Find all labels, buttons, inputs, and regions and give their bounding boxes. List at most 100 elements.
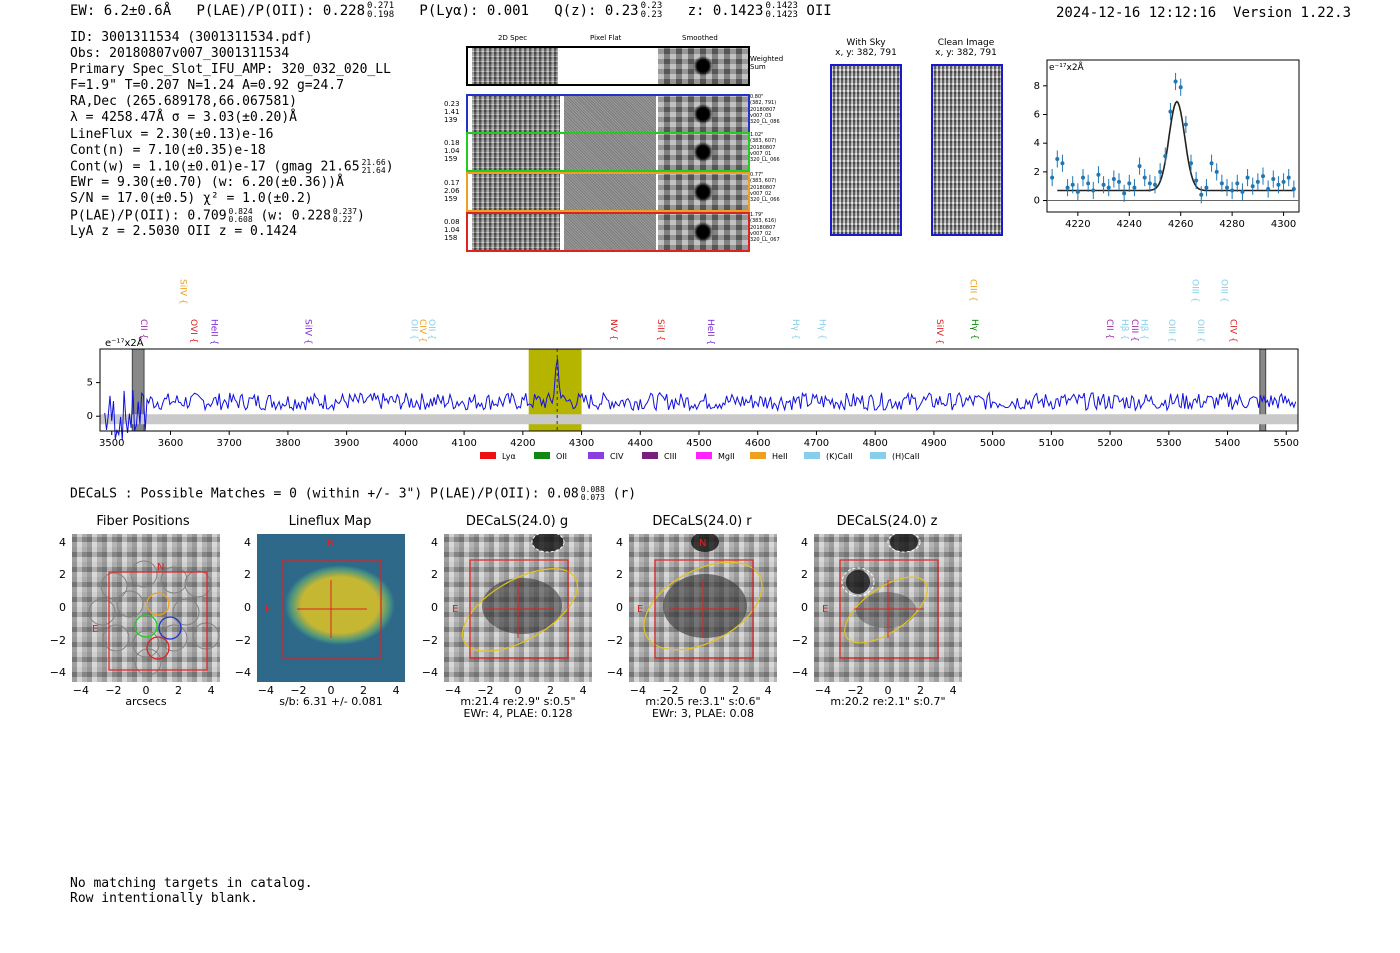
data-point (1158, 169, 1163, 174)
contw-lower: 21.64 (361, 165, 386, 175)
x-axis-tick: 4 (207, 684, 215, 697)
legend-label: HeII (772, 452, 788, 461)
x-tick-label: 3900 (334, 438, 359, 449)
x-tick-label: 5500 (1274, 438, 1299, 449)
y-axis-tick: −4 (49, 666, 66, 680)
plot-frame (1046, 59, 1300, 213)
plae-lower-3: 0.22 (332, 214, 353, 224)
row1-left-c: 139 (444, 116, 458, 124)
data-point (1106, 185, 1111, 190)
row3-r1: (383, 607) (750, 178, 777, 185)
legend-label: Lyα (502, 452, 516, 461)
panel-image: N E (257, 534, 405, 682)
z-value: z: 0.1423 (687, 3, 764, 19)
exposure-row-1 (466, 94, 750, 134)
row4-r3: v007_02 (750, 230, 772, 237)
version: Version 1.22.3 (1233, 5, 1352, 21)
panel-image: E (814, 534, 962, 682)
weighted-sum-row (466, 46, 750, 86)
line-marker-label: OII { (426, 319, 436, 340)
east-label: E (92, 624, 98, 635)
plae-upper: 0.271 (367, 1, 395, 11)
x-tick-label: 4000 (393, 438, 418, 449)
x-tick-label: 4900 (921, 438, 946, 449)
y-axis-tick: −2 (234, 633, 251, 647)
row2-r4: 320_LL_066 (750, 157, 780, 164)
cutout-smoothed (658, 134, 748, 170)
panel-caption: s/b: 6.31 +/- 0.081 (279, 695, 383, 708)
legend-swatch (696, 452, 712, 459)
data-point (1065, 185, 1070, 190)
header-summary: EW: 6.2±0.6Å P(LAE)/P(OII): 0.228 0.271 0.… (70, 2, 832, 20)
data-point (1101, 182, 1106, 187)
data-point (1219, 181, 1224, 186)
line-marker-label: OIII { (1219, 279, 1229, 303)
col-label-pixelflat: Pixel Flat (590, 34, 622, 42)
panel-title: DECaLS(24.0) g (465, 514, 569, 529)
line-marker-label: OIII { (1195, 319, 1205, 343)
x-axis-tick: −2 (662, 684, 679, 697)
legend-swatch (870, 452, 886, 459)
cutout-smoothed (658, 214, 748, 250)
contw-close: ) (385, 159, 394, 175)
x-tick-label: 4600 (745, 438, 770, 449)
decals-summary-text: DECaLS : Possible Matches = 0 (within +/… (70, 486, 579, 502)
data-point (1230, 188, 1235, 193)
panel-caption: m:21.4 re:2.9" s:0.5" EWr: 4, PLAE: 0.12… (444, 696, 592, 720)
y-tick-label: 5 (87, 378, 93, 389)
legend-label: (K)CaII (826, 452, 853, 461)
row1-r3: v007_03 (750, 112, 772, 119)
q-upper: 0.23 (640, 1, 663, 11)
x-tick-label: 5000 (980, 438, 1005, 449)
x-axis-tick: −4 (444, 684, 461, 697)
x-tick-label: 4300 (1271, 219, 1296, 230)
x-tick-label: 4200 (510, 438, 535, 449)
with-sky-title: With Sky x, y: 382, 791 (828, 38, 904, 58)
x-axis-tick: 0 (699, 684, 707, 697)
row1-r1: (382, 791) (750, 100, 777, 107)
cutout-pixelflat (564, 96, 656, 132)
data-point (1111, 177, 1116, 182)
cutout-pixelflat (564, 134, 656, 170)
data-point (1255, 179, 1260, 184)
y-axis-tick: −4 (421, 666, 438, 680)
east-label: E (822, 604, 828, 615)
data-point (1240, 189, 1245, 194)
cutout-smoothed (658, 96, 748, 132)
row3-r3: v007_02 (750, 190, 772, 197)
data-point (1189, 161, 1193, 166)
exposure-row-2 (466, 132, 750, 172)
y-tick-label: 6 (1034, 109, 1040, 120)
row2-r1: (383, 607) (750, 138, 777, 145)
row1-r2: 20180807 (750, 106, 776, 113)
x-tick-label: 3600 (158, 438, 183, 449)
plae-mid: (w: 0.228 (252, 208, 331, 224)
x-axis-tick: 2 (732, 684, 740, 697)
y-axis-tick: 0 (616, 601, 623, 614)
data-point (1168, 109, 1173, 114)
data-point (1178, 85, 1183, 90)
data-point (1127, 181, 1132, 186)
panel-title: DECaLS(24.0) r (652, 514, 752, 529)
y-axis-tick: −2 (791, 633, 808, 647)
y-axis-tick: 4 (244, 535, 251, 549)
footer-line1: No matching targets in catalog. (70, 876, 313, 891)
y-axis-tick: −2 (49, 633, 66, 647)
line-marker-label: CIV { (1228, 319, 1238, 343)
y-axis-tick: 2 (244, 568, 251, 582)
x-axis-tick: 2 (917, 684, 925, 697)
cutout-pixelflat (564, 174, 656, 210)
data-point (1209, 161, 1214, 166)
info-plae: P(LAE)/P(OII): 0.709 0.824 0.608 (w: 0.228… (70, 207, 394, 225)
row2-left-a: 0.18 (444, 139, 460, 147)
data-point (1204, 185, 1209, 190)
row3-r2: 20180807 (750, 184, 776, 191)
unit-label: e⁻¹⁷x2Å (105, 336, 144, 349)
decals-summary: DECaLS : Possible Matches = 0 (within +/… (70, 486, 636, 502)
plae-text: P(LAE)/P(OII): 0.709 (70, 208, 227, 224)
data-point (1070, 182, 1075, 187)
legend-swatch (750, 452, 766, 459)
panel-caption-line1: m:21.4 re:2.9" s:0.5" (460, 695, 576, 708)
data-point (1147, 181, 1152, 186)
panel-image: N E (629, 534, 777, 682)
